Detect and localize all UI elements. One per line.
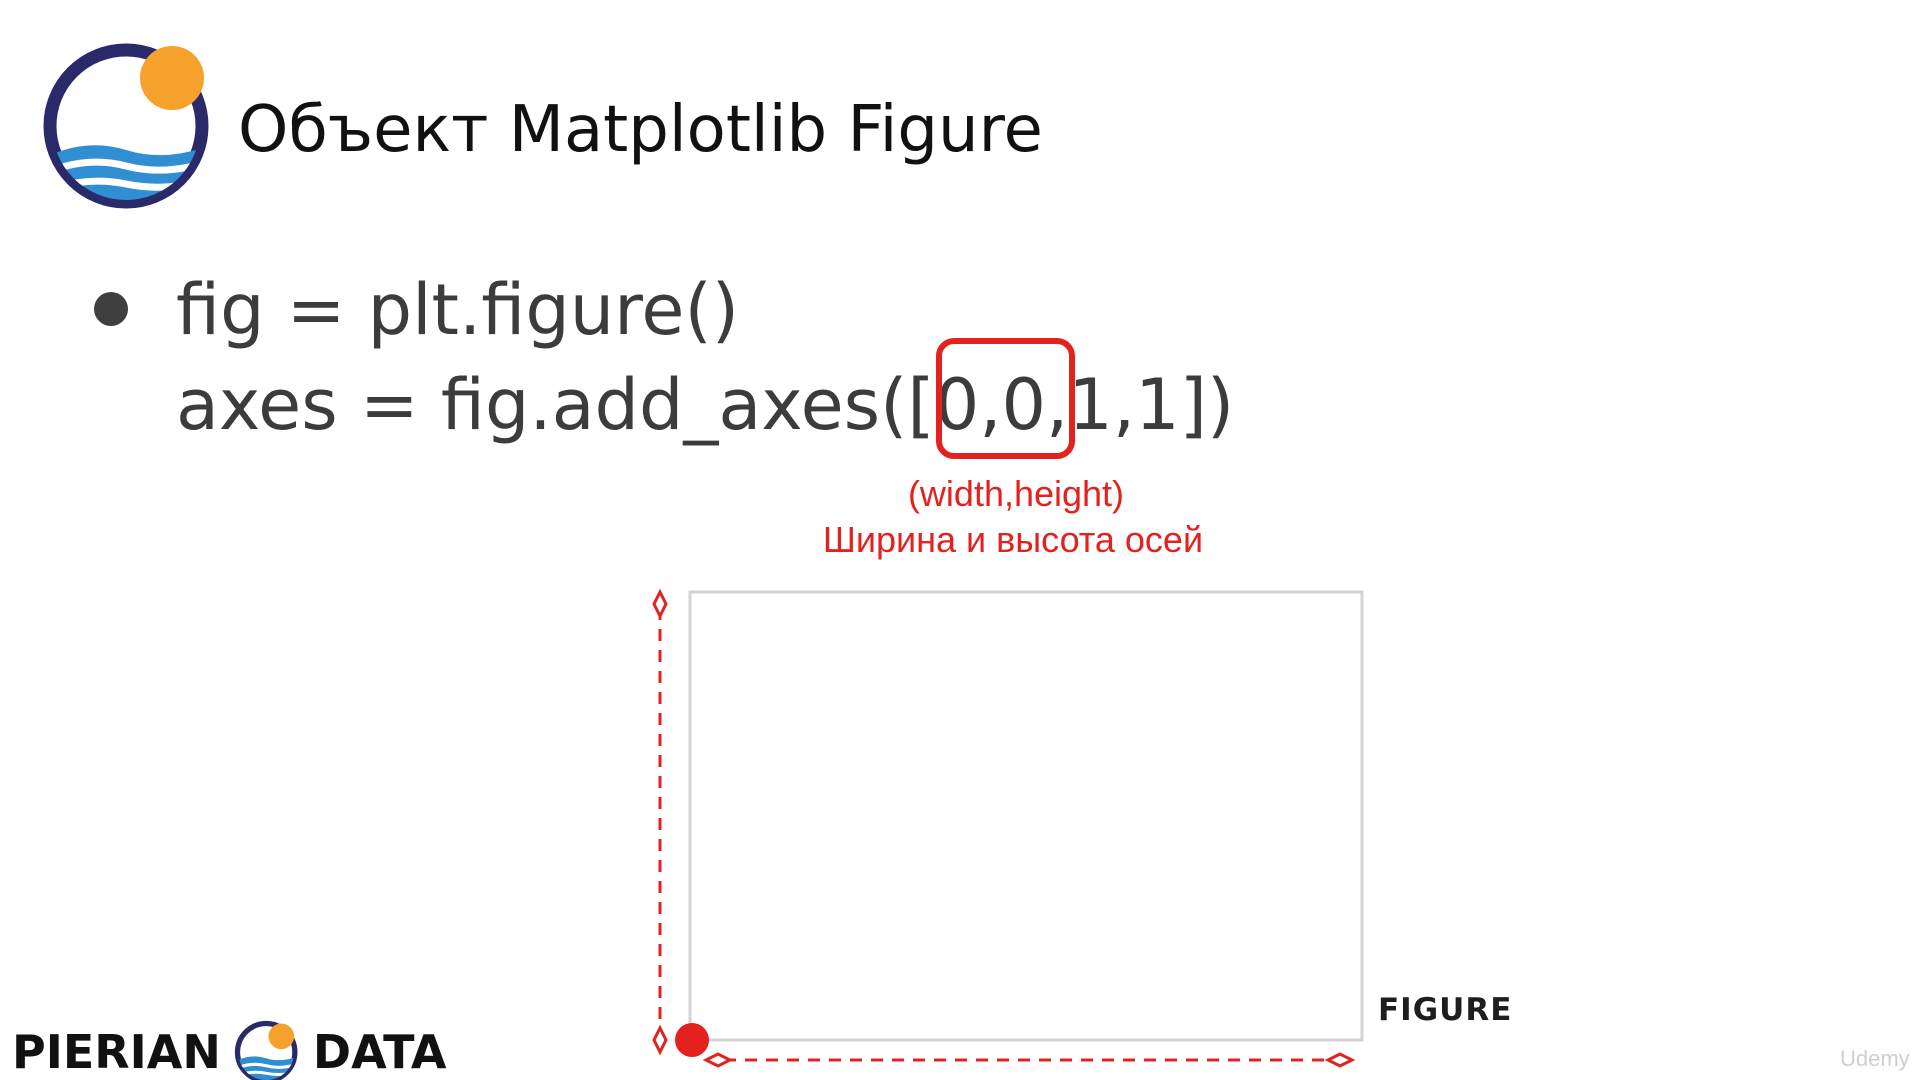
width-height-highlight [936,338,1075,459]
slide-title: Объект Matplotlib Figure [238,93,1043,167]
pierian-small-logo-icon [234,1020,298,1080]
height-arrow-bottom [652,1024,668,1056]
brand-footer: PIERIAN DATA [12,1016,447,1080]
annotation-width-height: (width,height) [907,473,1125,514]
brand-word-pierian: PIERIAN [12,1025,221,1079]
height-arrow-top [652,588,668,620]
figure-diagram [652,588,1364,1068]
origin-point [675,1023,709,1057]
width-arrow-left [702,1052,734,1068]
udemy-watermark: Udemy [1840,1046,1910,1071]
figure-label: FIGURE [1378,992,1513,1028]
annotation-axes-size: Ширина и высота осей [822,519,1204,560]
figure-canvas-box [688,590,1364,1042]
bullet-point [94,292,128,326]
width-arrow-right [1324,1052,1356,1068]
code-line-figure: fig = plt.figure() [176,269,740,351]
brand-word-data: DATA [312,1025,447,1079]
code-line-add-axes: axes = fig.add_axes([0,0,1,1]) [176,364,1235,446]
pierian-logo-icon [43,43,209,209]
